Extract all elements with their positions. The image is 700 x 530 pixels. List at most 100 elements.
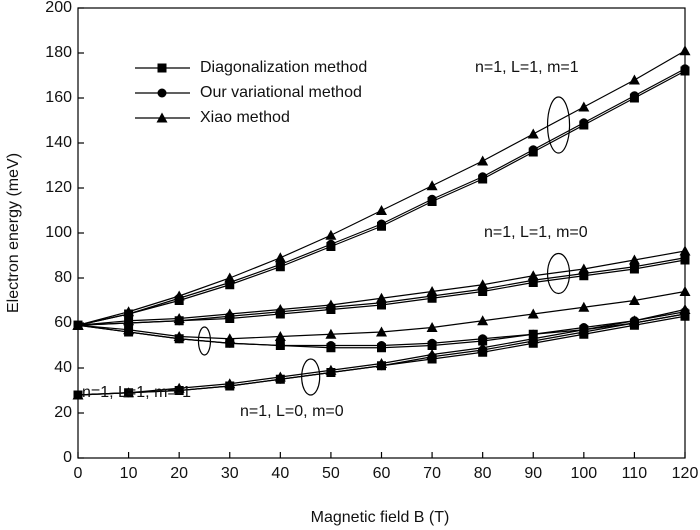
data-point (376, 358, 387, 368)
legend-label: Our variational method (200, 84, 362, 101)
data-point (477, 279, 489, 290)
data-point (326, 239, 336, 249)
data-point (325, 364, 337, 375)
data-point (274, 331, 286, 341)
data-point (578, 324, 590, 335)
state-label: n=1, L=1, m=-1 (82, 384, 191, 401)
data-point (426, 349, 438, 359)
x-tick-label: 0 (74, 465, 83, 482)
x-tick-label: 70 (423, 465, 441, 482)
y-tick-label: 120 (45, 179, 72, 196)
x-tick-label: 120 (672, 465, 699, 482)
series-line (77, 50, 686, 326)
data-point (628, 254, 640, 265)
state-label: n=1, L=0, m=0 (240, 403, 344, 420)
data-point (528, 145, 538, 155)
data-point (477, 155, 489, 166)
x-tick-label: 40 (271, 465, 289, 482)
x-tick-label: 60 (373, 465, 391, 482)
y-tick-label: 140 (45, 134, 72, 151)
data-point (478, 172, 488, 182)
data-point (679, 304, 691, 314)
data-point (325, 328, 337, 339)
state-ellipse (197, 326, 212, 356)
data-point (527, 128, 539, 139)
y-tick-label: 180 (45, 44, 72, 61)
legend-marker (157, 88, 167, 98)
state-label: n=1, L=1, m=0 (484, 224, 588, 241)
x-axis-label: Magnetic field B (T) (311, 509, 450, 526)
y-tick-label: 100 (45, 224, 72, 241)
data-point (224, 272, 236, 283)
data-point (377, 341, 386, 350)
data-point (72, 389, 84, 400)
data-point (427, 338, 437, 348)
legend-marker (157, 63, 167, 73)
data-point (578, 101, 590, 112)
y-tick-label: 60 (54, 314, 72, 331)
state-label: n=1, L=1, m=1 (475, 59, 579, 76)
data-point (477, 342, 489, 353)
data-point (72, 319, 84, 330)
data-point (173, 290, 185, 301)
y-tick-label: 160 (45, 89, 72, 106)
x-tick-label: 50 (322, 465, 340, 482)
series-line (77, 250, 686, 326)
data-point (274, 304, 286, 314)
data-point (224, 333, 236, 344)
data-point (679, 45, 691, 56)
data-point (224, 378, 236, 389)
y-axis-label: Electron energy (meV) (5, 153, 22, 313)
y-tick-label: 200 (45, 0, 72, 16)
data-point (274, 252, 286, 263)
series-line (77, 257, 686, 326)
data-point (376, 292, 387, 303)
data-point (427, 194, 437, 204)
data-point (173, 313, 185, 323)
x-tick-label: 30 (221, 465, 239, 482)
x-tick-label: 20 (170, 465, 188, 482)
data-point (426, 286, 438, 296)
series-line (77, 259, 686, 326)
legend-marker (156, 112, 168, 123)
data-point (123, 324, 135, 335)
data-point (628, 315, 640, 326)
data-point (325, 299, 337, 310)
data-point (377, 219, 386, 229)
y-tick-label: 0 (63, 449, 72, 466)
data-point (527, 333, 539, 344)
y-tick-label: 40 (54, 359, 72, 376)
data-point (123, 315, 135, 326)
series-line (77, 68, 686, 326)
x-tick-label: 100 (570, 465, 597, 482)
data-point (679, 245, 691, 256)
x-tick-label: 90 (524, 465, 542, 482)
data-point (224, 308, 236, 319)
data-point (326, 341, 336, 350)
data-point (275, 341, 285, 350)
y-tick-label: 20 (54, 404, 72, 421)
legend-label: Xiao method (200, 109, 290, 126)
data-point (274, 371, 286, 382)
data-point (680, 64, 690, 74)
data-point (173, 331, 185, 341)
y-tick-label: 80 (54, 269, 72, 286)
data-point (527, 270, 539, 281)
data-point (325, 229, 337, 240)
state-ellipse (546, 96, 571, 154)
data-point (477, 315, 489, 326)
data-point (527, 308, 539, 319)
x-tick-label: 110 (622, 465, 648, 482)
data-point (123, 387, 135, 398)
data-point (628, 74, 640, 85)
data-point (426, 322, 438, 332)
data-point (578, 263, 590, 274)
state-ellipse (546, 252, 571, 295)
data-point (578, 301, 590, 312)
data-point (679, 286, 691, 296)
state-ellipse (301, 358, 321, 396)
data-point (376, 205, 387, 215)
data-point (579, 118, 589, 128)
data-point (629, 91, 639, 101)
x-tick-label: 80 (474, 465, 492, 482)
